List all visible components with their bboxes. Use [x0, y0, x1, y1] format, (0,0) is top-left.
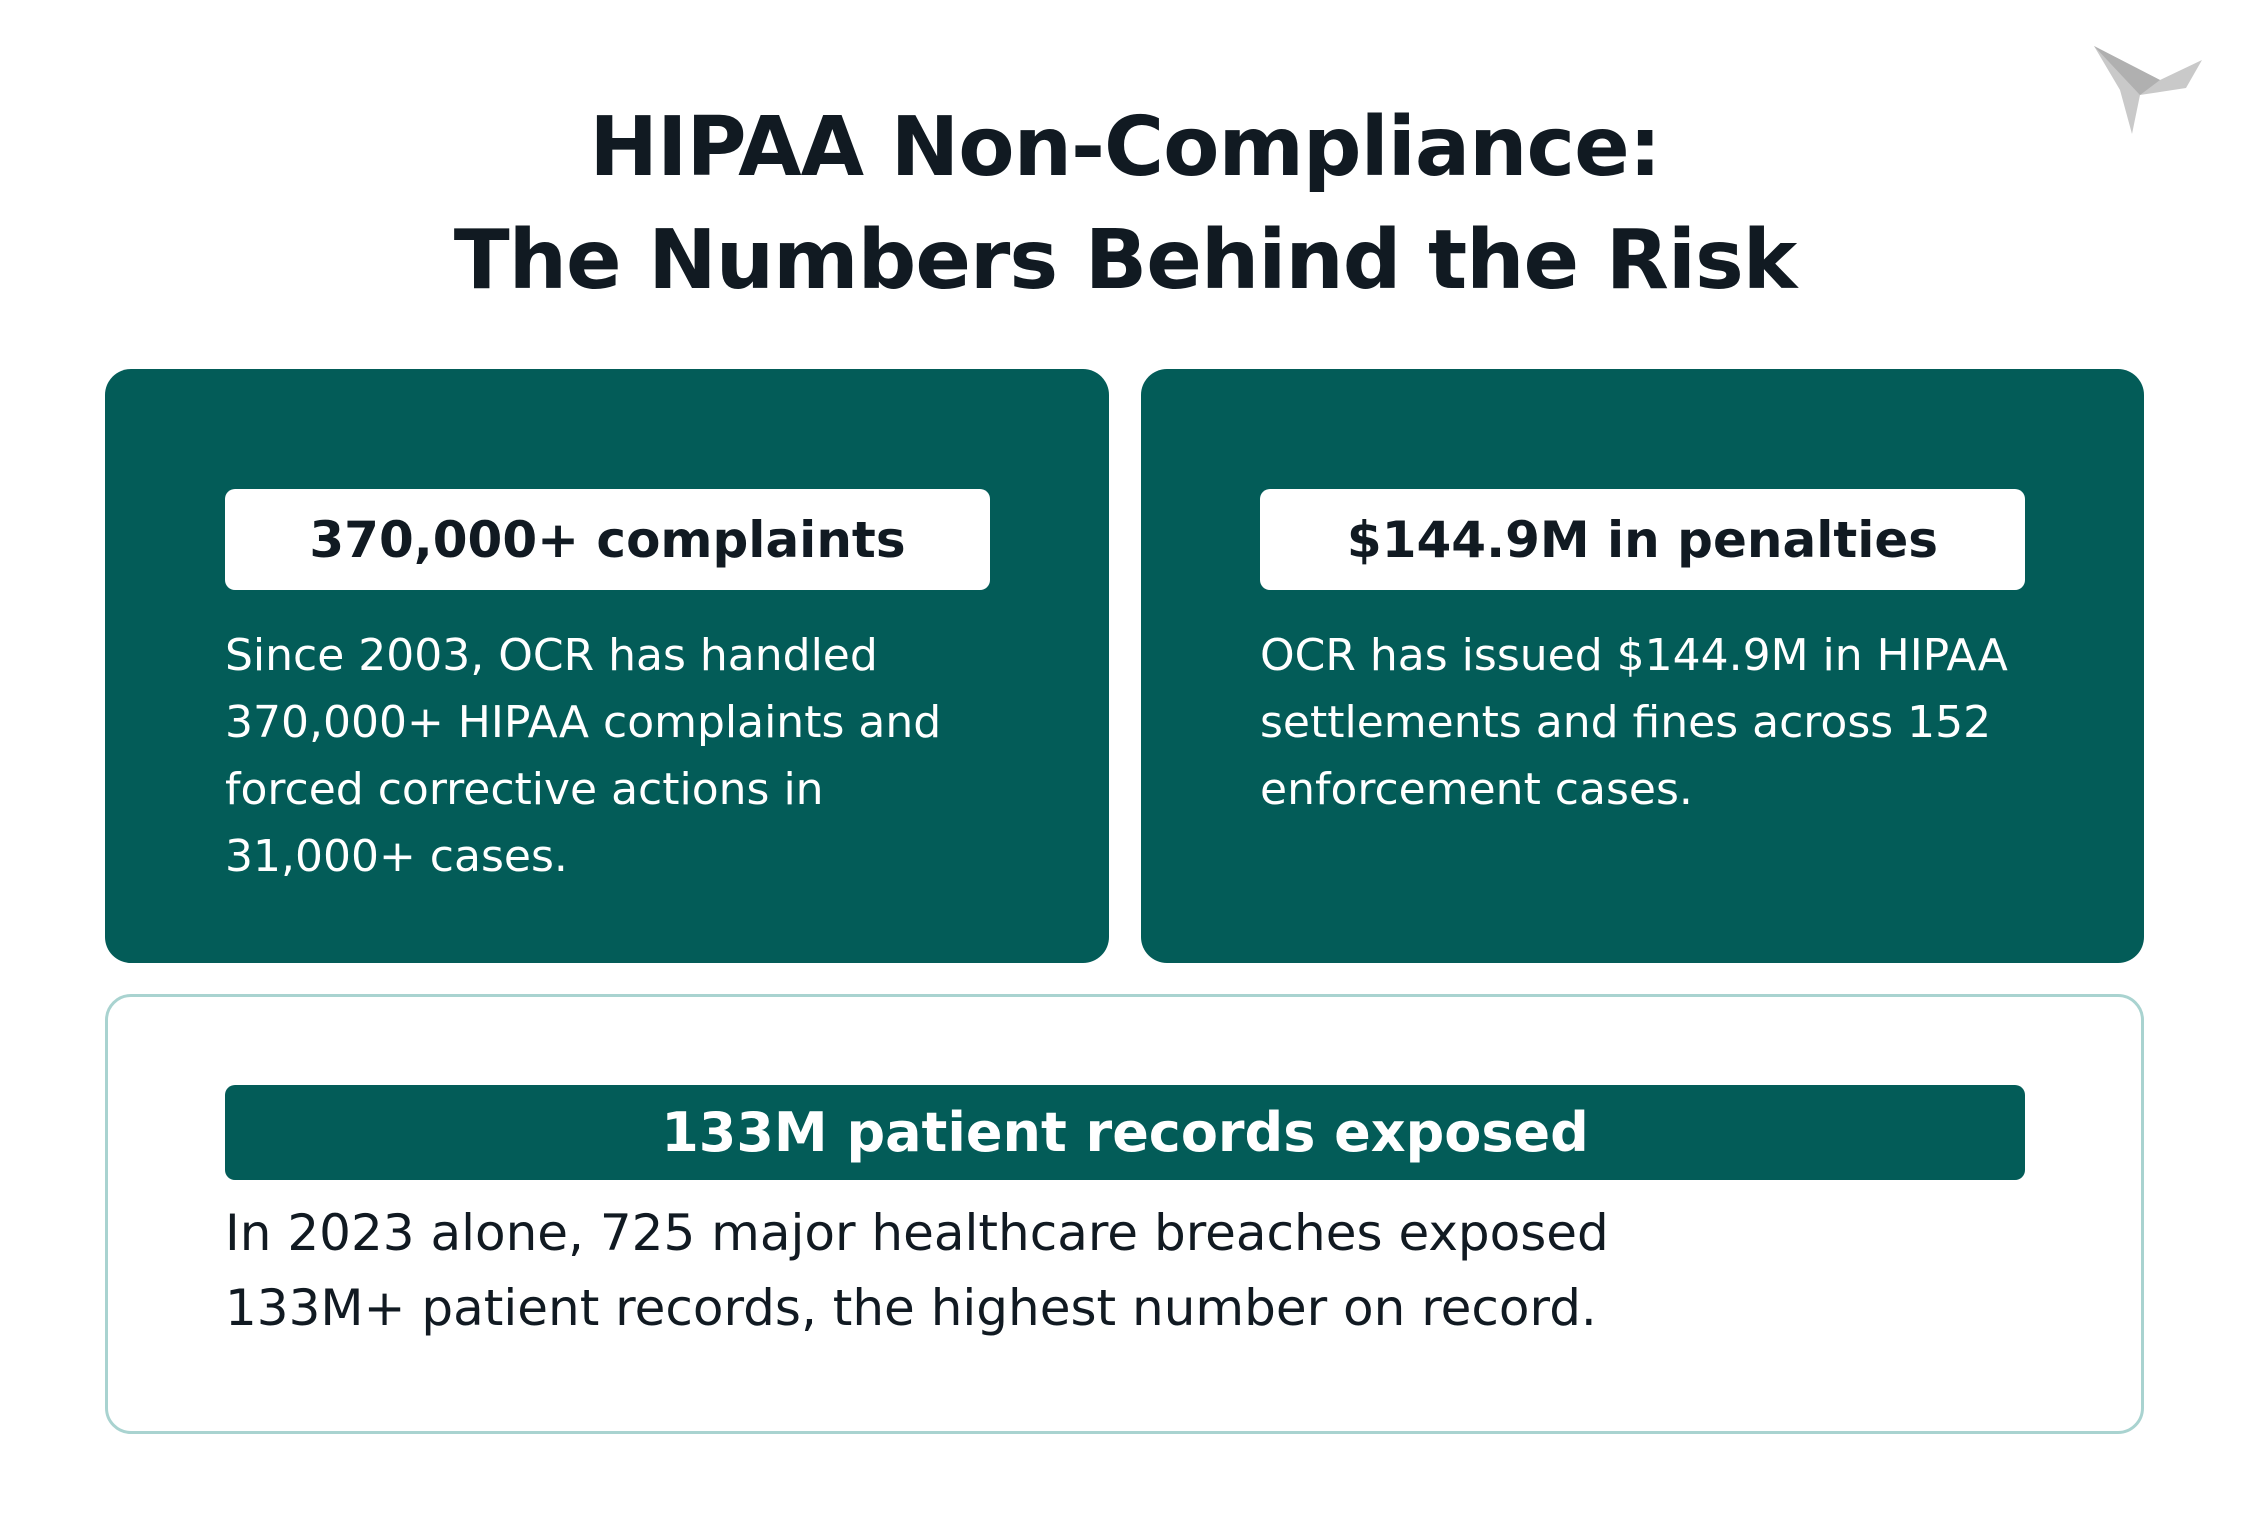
stat-card	[105, 369, 1109, 963]
stat-heading: $144.9M in penalties	[1260, 489, 2025, 590]
title: HIPAA Non-Compliance:	[589, 100, 1661, 195]
stat-text: In 2023 alone, 725 major healthcare brea…	[225, 1204, 1609, 1337]
stat-card	[1141, 369, 2144, 963]
stat-heading: 370,000+ complaints	[225, 489, 990, 590]
stat-card	[105, 994, 2144, 1434]
logo	[2094, 46, 2202, 134]
stat-heading: 133M patient records exposed	[225, 1085, 2025, 1180]
stat-text: Since 2003, OCR has handled 370,000+ HIP…	[225, 630, 942, 882]
stat-text: OCR has issued $144.9M in HIPAA settleme…	[1260, 630, 2008, 815]
title: The Numbers Behind the Risk	[453, 213, 1798, 308]
